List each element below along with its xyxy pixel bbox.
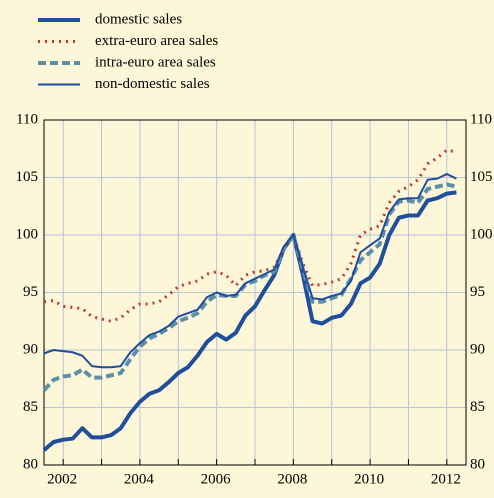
x-tick-label: 2004 bbox=[124, 471, 155, 487]
y2-tick-label: 80 bbox=[470, 456, 485, 472]
legend-label: intra-euro area sales bbox=[95, 54, 216, 70]
y-tick-label: 105 bbox=[16, 169, 39, 185]
x-tick-label: 2012 bbox=[431, 471, 461, 487]
y-tick-label: 95 bbox=[23, 284, 38, 300]
series-line bbox=[43, 148, 457, 323]
y-tick-label: 90 bbox=[23, 341, 38, 357]
y2-tick-label: 95 bbox=[470, 284, 485, 300]
x-tick-label: 2006 bbox=[201, 471, 232, 487]
y2-tick-label: 100 bbox=[470, 226, 493, 242]
x-tick-label: 2002 bbox=[47, 471, 77, 487]
x-tick-label: 2010 bbox=[354, 471, 384, 487]
y-tick-label: 100 bbox=[16, 226, 39, 242]
y-tick-label: 80 bbox=[23, 456, 38, 472]
y2-tick-label: 85 bbox=[470, 399, 485, 415]
plot-frame bbox=[43, 119, 467, 466]
legend-label: non-domestic sales bbox=[95, 76, 210, 92]
legend-label: domestic sales bbox=[95, 11, 182, 27]
x-tick-label: 2008 bbox=[277, 471, 307, 487]
y2-tick-label: 105 bbox=[470, 169, 493, 185]
y-tick-label: 110 bbox=[16, 111, 38, 127]
legend-label: extra-euro area sales bbox=[95, 33, 218, 49]
y2-tick-label: 110 bbox=[470, 111, 492, 127]
series-line bbox=[42, 190, 457, 452]
series-line bbox=[42, 182, 457, 392]
series-line bbox=[43, 173, 457, 369]
y-tick-label: 85 bbox=[23, 399, 38, 415]
y2-tick-label: 90 bbox=[470, 341, 485, 357]
